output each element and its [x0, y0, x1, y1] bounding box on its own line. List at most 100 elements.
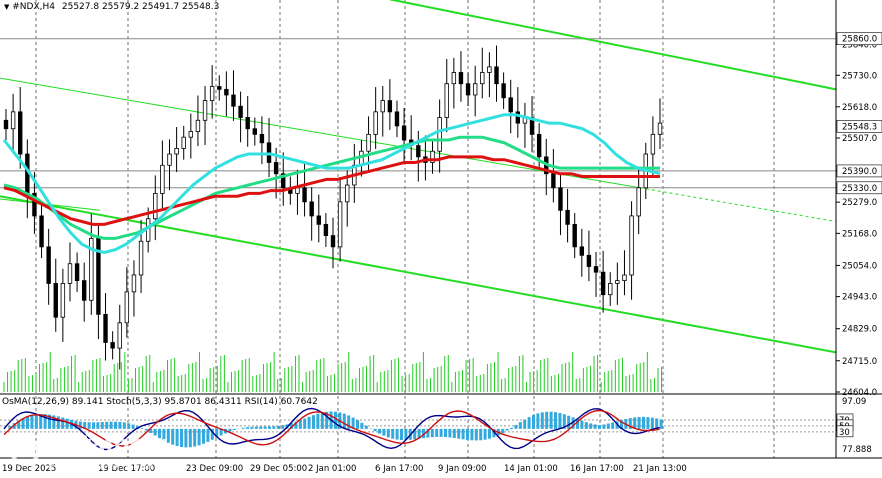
candle-body-55	[394, 111, 400, 127]
osma-bar-109	[483, 428, 487, 440]
osma-bar-51	[228, 428, 232, 432]
osma-bar-5	[26, 416, 29, 429]
osma-bar-58	[259, 426, 263, 429]
candle-body-26	[188, 131, 194, 138]
osma-bar-88	[391, 428, 395, 439]
osma-bar-26	[118, 421, 122, 429]
osma-bar-85	[378, 428, 381, 434]
osma-bar-116	[514, 424, 518, 429]
osma-bar-43	[193, 428, 197, 447]
osma-bar-107	[474, 428, 478, 441]
collapse-triangle-icon[interactable]: ▼	[4, 3, 10, 11]
osma-bar-79	[351, 417, 355, 429]
osma-bar-72	[320, 412, 324, 429]
candle-body-21	[153, 193, 158, 220]
osma-bar-59	[263, 426, 267, 429]
price-label-box-3	[836, 181, 882, 195]
candle-body-69	[494, 66, 499, 85]
osma-bar-147	[650, 417, 654, 429]
osma-bar-126	[558, 413, 562, 429]
osma-bar-73	[325, 411, 329, 429]
osma-bar-105	[466, 428, 469, 440]
osma-bar-82	[364, 425, 368, 429]
candle-body-63	[451, 72, 457, 85]
candle-body-85	[608, 283, 613, 296]
osma-bar-95	[422, 428, 425, 439]
candle-body-5	[39, 215, 44, 248]
candle-body-71	[508, 97, 513, 113]
candle-body-79	[565, 209, 570, 225]
candle-body-17	[124, 291, 130, 324]
chart-header: ▼ #NDX,H4 25527.8 25579.2 25491.7 25548.…	[4, 2, 219, 12]
candle-body-89	[636, 187, 641, 217]
osma-bar-70	[312, 415, 315, 429]
candle-body-70	[501, 83, 506, 99]
candle-body-64	[458, 72, 464, 85]
osma-bar-130	[576, 419, 579, 429]
candle-body-10	[74, 263, 80, 282]
price-label-box-1	[836, 120, 882, 133]
time-tick-label-5: 6 Jan 17:00	[375, 464, 423, 474]
price-label-2: 25390.0	[842, 167, 877, 177]
candle-body-25	[181, 136, 186, 149]
candle-body-80	[572, 223, 577, 248]
osma-bar-124	[549, 411, 553, 429]
osma-bar-113	[501, 428, 505, 434]
candle-body-44	[316, 215, 321, 225]
osma-bar-102	[452, 428, 456, 438]
stoch-label: Stoch(5,3,3) 95.8701 86.4311	[106, 397, 242, 407]
osma-bar-46	[206, 428, 210, 442]
price-label-1: 25548.3	[842, 122, 877, 132]
osma-bar-111	[492, 428, 496, 438]
osma-bar-94	[417, 428, 421, 439]
ohlc-values: 25527.8 25579.2 25491.7 25548.3	[61, 2, 220, 12]
osma-bar-3	[17, 420, 21, 429]
osma-bar-106	[470, 428, 474, 441]
osma-bar-118	[523, 419, 527, 429]
osma-bar-142	[628, 418, 632, 429]
osma-bar-80	[356, 420, 359, 429]
instaforex-logo-icon	[10, 436, 40, 466]
osma-bar-35	[158, 428, 161, 439]
candle-body-30	[217, 86, 222, 90]
osma-bar-19	[87, 422, 91, 429]
osma-bar-17	[78, 421, 82, 429]
osma-bar-121	[536, 413, 540, 429]
candle-body-6	[46, 246, 51, 284]
candle-body-39	[281, 173, 286, 189]
moving-averages	[2, 113, 661, 255]
osma-bar-81	[360, 422, 364, 429]
candle-body-19	[138, 240, 144, 276]
candle-body-18	[131, 274, 137, 293]
candle-body-83	[593, 266, 599, 273]
osma-bar-104	[461, 428, 465, 440]
channel-line-3	[0, 195, 837, 354]
osma-bar-101	[448, 428, 452, 438]
osma-bar-129	[571, 417, 575, 429]
osma-bar-54	[241, 427, 245, 429]
candle-body-31	[224, 88, 229, 96]
candle-body-54	[387, 100, 393, 113]
osma-bar-9	[43, 414, 47, 429]
osma-bar-8	[39, 414, 43, 429]
price-tick-label-5: 25279.0	[842, 198, 877, 208]
osma-bar-55	[246, 427, 249, 429]
candle-body-60	[430, 150, 435, 163]
candle-body-28	[202, 100, 208, 121]
osma-bar-96	[426, 428, 430, 438]
osma-bar-24	[109, 421, 113, 429]
osma-bar-145	[642, 416, 645, 429]
candle-body-43	[309, 201, 314, 217]
price-tick-label-6: 25168.0	[842, 229, 877, 239]
osma-bar-18	[83, 421, 87, 429]
candle-body-7	[53, 283, 58, 318]
osma-bar-69	[307, 416, 311, 429]
time-tick-label-7: 14 Jan 01:00	[504, 464, 558, 474]
candle-body-34	[245, 117, 250, 130]
osma-bar-67	[298, 420, 302, 429]
osma-bar-117	[518, 422, 522, 429]
candle-body-91	[650, 133, 656, 155]
candle-body-84	[600, 271, 606, 296]
osma-bar-149	[659, 419, 663, 429]
